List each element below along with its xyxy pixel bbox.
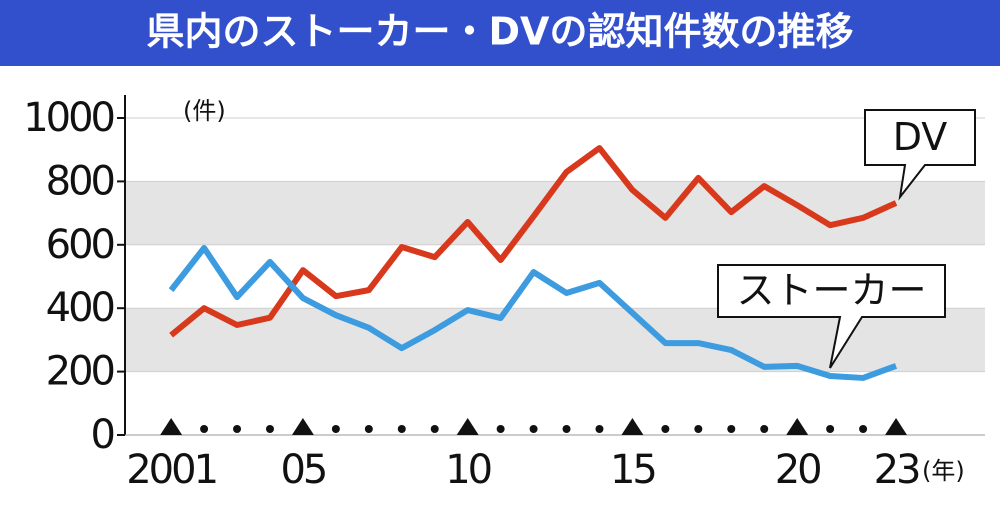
callout bbox=[717, 264, 946, 369]
x-tick-triangle bbox=[456, 418, 479, 435]
y-tick-label: 800 bbox=[46, 158, 114, 204]
x-tick-label: 2001 bbox=[126, 447, 216, 493]
x-dot bbox=[562, 425, 571, 433]
x-dot bbox=[496, 425, 505, 433]
series-line bbox=[168, 244, 898, 381]
legend-label: ストーカー bbox=[736, 269, 926, 313]
x-dot bbox=[200, 425, 209, 433]
y-unit: (件) bbox=[183, 97, 226, 125]
x-tick-triangle bbox=[786, 418, 809, 435]
x-dot bbox=[364, 425, 373, 433]
x-tick-label: 23 bbox=[874, 447, 919, 493]
x-tick-triangle bbox=[885, 418, 908, 435]
legend-label: DV bbox=[893, 115, 948, 159]
x-dot bbox=[595, 425, 604, 433]
x-dot bbox=[859, 425, 868, 433]
chart-title: 県内のストーカー・DVの認知件数の推移 bbox=[147, 10, 854, 54]
x-tick-label: 15 bbox=[610, 447, 655, 493]
x-dot bbox=[727, 425, 736, 433]
x-dot bbox=[529, 425, 538, 433]
x-dot bbox=[265, 425, 274, 433]
callout bbox=[864, 109, 976, 201]
x-dot bbox=[331, 425, 340, 433]
y-tick-label: 200 bbox=[46, 349, 114, 395]
x-dot bbox=[826, 425, 835, 433]
x-tick-triangle bbox=[160, 418, 183, 435]
y-tick-label: 400 bbox=[46, 285, 114, 331]
y-tick-label: 0 bbox=[91, 412, 114, 458]
x-tick-label: 20 bbox=[775, 447, 820, 493]
x-tick-triangle bbox=[291, 418, 314, 435]
x-dot bbox=[694, 425, 703, 433]
x-unit: (年) bbox=[922, 457, 965, 485]
y-tick-label: 600 bbox=[46, 222, 114, 268]
x-dot bbox=[430, 425, 439, 433]
x-tick-label: 10 bbox=[445, 447, 490, 493]
x-dot bbox=[397, 425, 406, 433]
x-tick-label: 05 bbox=[280, 447, 325, 493]
title-bar bbox=[0, 0, 1000, 66]
x-dot bbox=[233, 425, 242, 433]
x-tick-triangle bbox=[621, 418, 644, 435]
x-dot bbox=[661, 425, 670, 433]
x-dot bbox=[760, 425, 769, 433]
y-tick-label: 1000 bbox=[23, 95, 113, 141]
